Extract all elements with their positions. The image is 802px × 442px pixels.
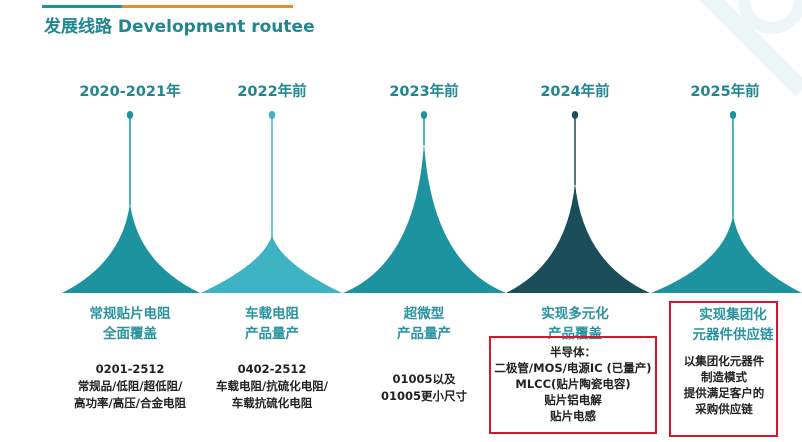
title-en: Development routee <box>117 17 315 37</box>
year-label: 2020-2021年 <box>79 84 181 100</box>
milestone-description: 0201-2512 常规品/低阻/超低阻/高功率/高压/合金电阻 <box>74 362 186 410</box>
milestone-description: 半导体： 二极管/MOS/电源IC (已量产) MLCC(贴片陶瓷电容) 贴片铝电解贴… <box>494 345 652 423</box>
page-title: 发展线路 Development routee <box>44 12 315 37</box>
peak-shape <box>201 235 342 293</box>
peak-shape <box>343 143 506 293</box>
year-label: 2025年前 <box>690 84 760 100</box>
peak-shape <box>62 203 200 293</box>
title-underline-teal <box>42 5 122 8</box>
milestone-heading: 常规贴片电阻 全面覆盖 <box>89 306 171 342</box>
year-label: 2022年前 <box>237 84 307 100</box>
peak-shape <box>651 215 802 293</box>
highlight-box-2024 <box>489 336 657 434</box>
title-underline-orange <box>122 5 293 8</box>
highlight-box-2025 <box>669 301 778 437</box>
milestone-description: 0402-2512 车载电阻/抗硫化电阻/车载抗硫化电阻 <box>216 362 328 410</box>
milestone-heading: 实现多元化 产品覆盖 <box>541 306 609 342</box>
milestone-description: 以集团化元器件 制造模式 提供满足客户的 采购供应链 <box>683 354 765 416</box>
peak-shape <box>506 183 650 293</box>
milestone-description: 01005以及 01005更小尺寸 <box>380 372 467 403</box>
milestone-heading: 车载电阻 产品量产 <box>245 306 299 342</box>
year-label: 2023年前 <box>389 84 459 100</box>
milestone-heading: 实现集团化 元器件供应链 <box>692 307 774 343</box>
decorative-wrench-icon <box>699 0 802 97</box>
peak-dot <box>126 111 134 119</box>
peak-dot <box>268 111 276 119</box>
year-label: 2024年前 <box>540 84 610 100</box>
peak-dot <box>420 111 428 119</box>
peak-dot <box>729 111 737 119</box>
milestone-heading: 超微型 产品量产 <box>397 306 451 342</box>
peak-dot <box>571 111 579 119</box>
title-cn: 发展线路 <box>44 17 112 37</box>
